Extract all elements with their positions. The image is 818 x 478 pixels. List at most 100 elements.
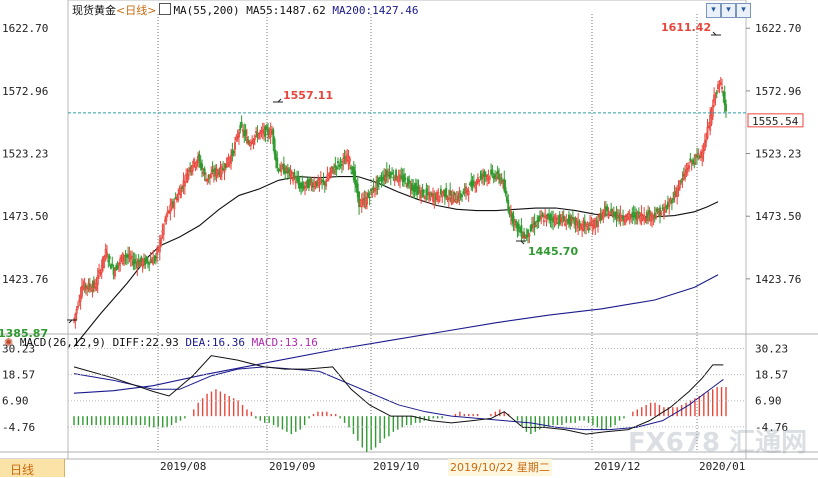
candle-body: [571, 217, 574, 220]
candle-body: [87, 282, 90, 290]
macd-axis: 30.23 30.23 18.57 18.57 6.90 6.90 -4.76 -4.76: [2, 342, 788, 433]
candle-body: [281, 166, 284, 169]
candle-body: [128, 254, 131, 259]
candle-body: [315, 181, 318, 186]
macd-tick-label-left: -4.76: [2, 421, 35, 434]
candle-body: [351, 172, 354, 175]
candle-body: [330, 167, 333, 173]
candle-body: [277, 169, 280, 172]
period-tab-label: 日线: [10, 463, 35, 477]
candle-body: [466, 189, 469, 192]
candle-body: [368, 196, 371, 199]
candle-body: [343, 156, 346, 159]
candle-body: [566, 219, 569, 222]
candle-body: [490, 170, 493, 175]
candle-body: [348, 158, 351, 162]
candle-body: [505, 196, 508, 202]
candle-body: [627, 212, 630, 218]
candle-body: [379, 176, 382, 179]
candle-body: [483, 171, 486, 177]
candle-body: [509, 210, 512, 217]
candle-body: [347, 156, 350, 165]
candle-body: [194, 163, 197, 168]
candle-body: [631, 212, 634, 218]
candle-body: [74, 313, 77, 322]
candle-body: [230, 154, 233, 164]
candle-body: [480, 173, 483, 180]
x-tick-label: 2020/01: [699, 460, 745, 473]
extreme-label-high: 1557.11: [283, 89, 333, 102]
candle-body: [461, 195, 463, 197]
ma200-polyline: [73, 274, 719, 394]
ma-toggle-icon[interactable]: [159, 3, 172, 15]
toolbar-zoom-button[interactable]: ▾: [706, 3, 721, 18]
candle-body: [637, 211, 640, 215]
candle-body: [265, 126, 268, 130]
candle-body: [520, 225, 523, 237]
candle-body: [672, 198, 675, 201]
candle-body: [219, 166, 222, 178]
candle-body: [441, 193, 444, 198]
candle-body: [256, 132, 259, 138]
candle-body: [602, 211, 605, 220]
candle-body: [670, 200, 673, 204]
price-tick-label-left: 1523.23: [2, 148, 48, 161]
candle-body: [648, 210, 651, 218]
candle-body: [577, 220, 580, 229]
candle-body: [436, 192, 438, 200]
candle-body: [659, 207, 661, 218]
candle-body: [366, 196, 368, 205]
candle-body: [174, 197, 177, 200]
price-tick-label-left: 1622.70: [2, 22, 48, 35]
candle-body: [517, 223, 520, 230]
candle-body: [267, 128, 269, 135]
candles[interactable]: [73, 76, 727, 329]
candle-body: [459, 193, 462, 198]
candle-body: [484, 174, 487, 177]
candle-body: [641, 215, 644, 219]
x-tick-label: 2019/12: [594, 460, 640, 473]
macd-settings-icon[interactable]: ✺: [4, 336, 14, 349]
toolbar-settings-button[interactable]: ▾: [721, 3, 736, 18]
candle-body: [682, 174, 685, 177]
candle-body: [690, 160, 693, 165]
candle-body: [529, 225, 532, 232]
candle-body: [175, 198, 178, 201]
candle-body: [259, 132, 262, 134]
ma55-line: [73, 175, 719, 347]
candle-body: [718, 84, 721, 87]
candle-body: [508, 209, 511, 215]
candle-body: [373, 188, 376, 192]
candle-body: [344, 158, 347, 164]
candle-body: [603, 208, 606, 214]
candle-body: [474, 184, 477, 189]
period-tab[interactable]: 日线: [0, 459, 65, 477]
candle-body: [313, 182, 316, 187]
candle-body: [173, 201, 176, 210]
macd-tick-label-left: 30.23: [2, 342, 35, 355]
candle-body: [327, 175, 330, 180]
candle-body: [630, 215, 632, 218]
candle-body: [516, 223, 519, 232]
candle-body: [83, 282, 86, 291]
candle-body: [400, 175, 403, 178]
price-tick-label-right: 1572.96: [755, 85, 801, 98]
candle-body: [297, 177, 300, 185]
candle-body: [82, 285, 85, 288]
candle-body: [408, 179, 411, 184]
candle-body: [574, 218, 577, 226]
candle-body: [354, 170, 357, 185]
candle-body: [123, 255, 126, 261]
toolbar-expand-button[interactable]: ▾: [736, 3, 751, 18]
candle-body: [589, 221, 592, 226]
candle-body: [396, 179, 399, 182]
ma-params: MA(55,200): [173, 4, 240, 17]
candle-body: [614, 214, 617, 217]
candle-body: [302, 185, 305, 189]
candle-body: [95, 283, 98, 290]
candle-body: [680, 180, 683, 183]
candle-body: [189, 168, 192, 170]
candle-body: [325, 181, 328, 187]
macd-value: MACD:13.16: [251, 336, 318, 349]
